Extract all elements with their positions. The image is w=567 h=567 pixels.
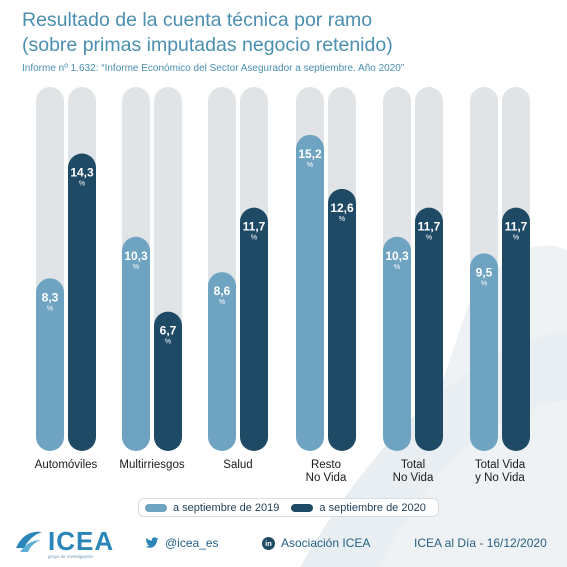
chart-legend: a septiembre de 2019 a septiembre de 202… [138, 498, 439, 517]
legend-swatch-2019 [145, 503, 167, 512]
icea-logo-text: ICEA [48, 526, 115, 556]
icea-logo[interactable]: ICEA grupo de investigación [14, 526, 115, 559]
bar [415, 207, 443, 451]
data-label: 10,3 [385, 249, 409, 263]
data-label-unit: % [47, 305, 53, 312]
bar [36, 278, 64, 451]
bar [502, 207, 530, 451]
data-label: 8,3 [42, 290, 59, 304]
bar [154, 311, 182, 451]
data-label: 9,5 [476, 265, 493, 279]
twitter-link[interactable]: @icea_es [145, 536, 219, 550]
data-label-unit: % [481, 280, 487, 287]
publication-date: ICEA al Día - 16/12/2020 [414, 536, 547, 550]
chart-subtitle: Informe nº 1.632: “Informe Económico del… [22, 63, 405, 74]
category-label: Multirriesgos [119, 459, 184, 471]
linkedin-link[interactable]: in Asociación ICEA [262, 536, 370, 550]
data-label-unit: % [165, 339, 171, 346]
bar [296, 134, 324, 451]
chart-title-line1: Resultado de la cuenta técnica por ramo [22, 9, 373, 31]
data-label-unit: % [339, 216, 345, 223]
category-label: Resto [311, 459, 341, 471]
category-label: y No Vida [475, 472, 525, 484]
bar [208, 272, 236, 451]
legend-label-2020: a septiembre de 2020 [319, 501, 426, 514]
category-label: Salud [223, 459, 252, 471]
data-label-unit: % [79, 181, 85, 188]
category-label: No Vida [393, 472, 434, 484]
bar [68, 153, 96, 451]
bar [383, 236, 411, 451]
data-label: 8,6 [214, 284, 231, 298]
bar [328, 188, 356, 452]
legend-swatch-2020 [291, 503, 314, 512]
twitter-bird-icon [145, 537, 159, 548]
bar [122, 236, 150, 451]
data-label: 11,7 [418, 220, 441, 234]
legend-item-2020: a septiembre de 2020 [291, 501, 426, 514]
legend-item-2019: a septiembre de 2019 [145, 502, 279, 514]
chart-title-line2: (sobre primas imputadas negocio retenido… [22, 34, 393, 56]
twitter-handle: @icea_es [165, 536, 219, 550]
icea-logo-mark-icon [16, 531, 42, 552]
data-label: 14,3 [70, 166, 94, 180]
data-label-unit: % [307, 162, 313, 169]
linkedin-name: Asociación ICEA [281, 536, 371, 550]
data-label-unit: % [133, 264, 139, 271]
data-label: 6,7 [160, 324, 177, 338]
category-label: No Vida [306, 472, 347, 484]
data-label: 11,7 [243, 220, 266, 234]
bar [470, 253, 498, 451]
data-label: 15,2 [298, 147, 322, 161]
data-label-unit: % [251, 235, 257, 242]
category-label: Total [401, 459, 425, 471]
linkedin-icon: in [262, 536, 275, 550]
icea-logo-tagline: grupo de investigación [48, 554, 94, 559]
data-label: 10,3 [124, 249, 148, 263]
data-label-unit: % [513, 235, 519, 242]
data-label-unit: % [426, 235, 432, 242]
legend-label-2019: a septiembre de 2019 [173, 501, 280, 514]
bar [240, 207, 268, 451]
footer: ICEA grupo de investigación @icea_es in … [0, 520, 567, 567]
data-label: 12,6 [330, 201, 354, 215]
data-label-unit: % [394, 264, 400, 271]
category-label: Total Vida [475, 459, 526, 471]
data-label: 11,7 [505, 220, 528, 234]
category-label: Automóviles [35, 459, 98, 471]
chart-title: Resultado de la cuenta técnica por ramo … [22, 8, 552, 58]
data-label-unit: % [219, 299, 225, 306]
